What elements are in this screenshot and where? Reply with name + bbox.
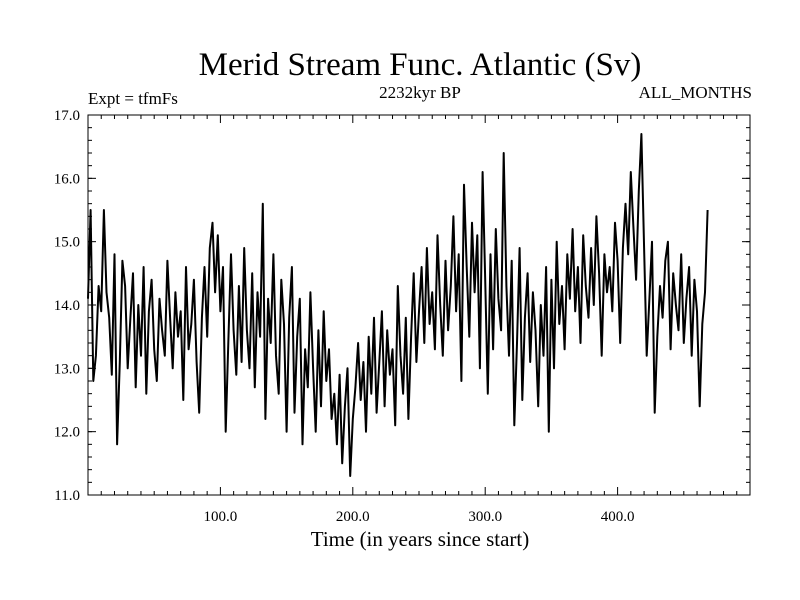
experiment-label: Expt = tfmFs [88,89,178,108]
chart-title: Merid Stream Func. Atlantic (Sv) [199,47,642,83]
y-tick-label: 11.0 [54,488,80,504]
y-axis: 11.0 12.0 13.0 14.0 15.0 16.0 17.0 [54,108,750,504]
x-tick-label: 100.0 [204,509,238,525]
months-label: ALL_MONTHS [639,83,752,102]
y-tick-label: 15.0 [54,235,80,251]
x-tick-label: 300.0 [468,509,502,525]
y-tick-label: 12.0 [54,425,80,441]
y-tick-label: 13.0 [54,361,80,377]
period-label: 2232kyr BP [379,83,461,102]
series-line [87,133,709,477]
y-tick-label: 14.0 [54,298,80,314]
x-axis: 100.0 200.0 300.0 400.0 [87,115,751,525]
plot-area [87,114,751,496]
x-tick-label: 400.0 [601,509,635,525]
y-tick-label: 17.0 [54,108,80,124]
x-axis-label: Time (in years since start) [311,527,530,551]
y-tick-label: 16.0 [54,171,80,187]
x-tick-label: 200.0 [336,509,370,525]
